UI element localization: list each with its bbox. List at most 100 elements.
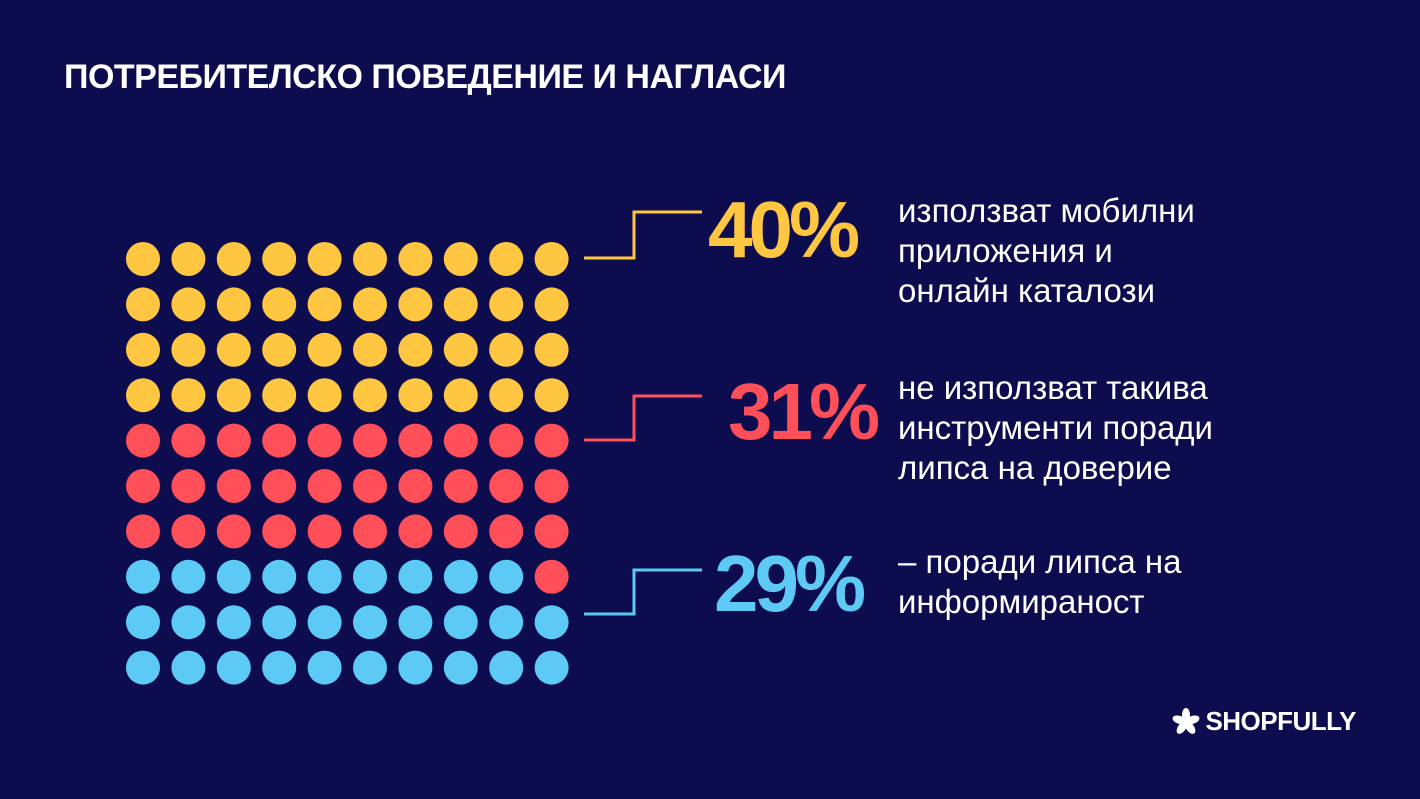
waffle-dot bbox=[307, 559, 342, 594]
waffle-dot bbox=[534, 559, 569, 594]
brand-logo: SHOPFULLY bbox=[1171, 706, 1356, 737]
waffle-dot bbox=[171, 469, 206, 503]
waffle-dot bbox=[216, 423, 251, 458]
waffle-dot bbox=[489, 423, 524, 458]
waffle-dot bbox=[353, 332, 387, 367]
waffle-dot bbox=[353, 559, 387, 594]
waffle-dot bbox=[489, 242, 524, 276]
waffle-dot bbox=[398, 242, 433, 276]
waffle-dot bbox=[307, 605, 342, 640]
waffle-dot bbox=[307, 378, 342, 413]
waffle-dot bbox=[126, 287, 160, 322]
waffle-dot bbox=[171, 287, 206, 322]
waffle-dot bbox=[489, 469, 524, 503]
waffle-dot bbox=[398, 605, 433, 640]
waffle-dot bbox=[353, 514, 387, 549]
description-line: приложения и bbox=[898, 232, 1113, 269]
page-title: ПОТРЕБИТЕЛСКО ПОВЕДЕНИЕ И НАГЛАСИ bbox=[64, 58, 787, 96]
waffle-dot bbox=[262, 469, 297, 503]
waffle-dot bbox=[262, 332, 297, 367]
percentage-label-no-info: 29% bbox=[714, 539, 866, 628]
waffle-dot bbox=[216, 559, 251, 594]
waffle-dot bbox=[443, 514, 478, 549]
description-line: използват мобилни bbox=[898, 192, 1195, 229]
waffle-dot bbox=[126, 423, 160, 458]
waffle-dot bbox=[534, 242, 569, 276]
waffle-dot bbox=[398, 469, 433, 503]
waffle-dot bbox=[398, 423, 433, 458]
waffle-dot bbox=[171, 378, 206, 413]
waffle-dot bbox=[443, 469, 478, 503]
waffle-dot bbox=[534, 514, 569, 549]
waffle-dot bbox=[489, 287, 524, 322]
waffle-dot bbox=[171, 605, 206, 640]
waffle-dot bbox=[443, 650, 478, 685]
waffle-dot bbox=[126, 378, 160, 413]
waffle-dot bbox=[307, 242, 342, 276]
waffle-dot bbox=[126, 605, 160, 640]
waffle-dot bbox=[534, 650, 569, 685]
waffle-dot bbox=[489, 378, 524, 413]
waffle-dot bbox=[443, 332, 478, 367]
waffle-dot bbox=[353, 242, 387, 276]
description-no-trust: не използват такива инструменти поради л… bbox=[898, 368, 1213, 488]
waffle-dot bbox=[353, 605, 387, 640]
description-line: онлайн каталози bbox=[898, 272, 1156, 309]
waffle-dot bbox=[216, 242, 251, 276]
waffle-dot bbox=[353, 469, 387, 503]
waffle-dot bbox=[443, 242, 478, 276]
percentage-label-mobile-apps: 40% bbox=[708, 185, 860, 274]
waffle-dot bbox=[443, 423, 478, 458]
waffle-dot bbox=[489, 605, 524, 640]
waffle-dot bbox=[171, 514, 206, 549]
waffle-dot bbox=[534, 332, 569, 367]
waffle-dot bbox=[398, 287, 433, 322]
waffle-dot bbox=[307, 514, 342, 549]
waffle-dot bbox=[534, 605, 569, 640]
asterisk-logo-icon bbox=[1173, 707, 1200, 734]
waffle-dot bbox=[262, 605, 297, 640]
waffle-dot bbox=[353, 287, 387, 322]
waffle-dot bbox=[126, 242, 160, 276]
waffle-dot bbox=[262, 514, 297, 549]
waffle-dot bbox=[171, 650, 206, 685]
waffle-dot bbox=[307, 287, 342, 322]
waffle-dot bbox=[443, 287, 478, 322]
connector-line bbox=[584, 210, 702, 260]
waffle-dot bbox=[126, 514, 160, 549]
connector-line bbox=[584, 394, 702, 442]
waffle-dot bbox=[307, 332, 342, 367]
waffle-dot bbox=[489, 559, 524, 594]
waffle-dot bbox=[489, 514, 524, 549]
waffle-dot bbox=[126, 650, 160, 685]
description-line: липса на доверие bbox=[898, 449, 1172, 486]
waffle-dot bbox=[353, 423, 387, 458]
description-mobile-apps: използват мобилни приложения и онлайн ка… bbox=[898, 191, 1195, 311]
waffle-dot bbox=[126, 332, 160, 367]
waffle-dot bbox=[262, 559, 297, 594]
waffle-dot bbox=[171, 332, 206, 367]
waffle-dot bbox=[398, 650, 433, 685]
waffle-dot bbox=[353, 650, 387, 685]
description-line: – поради липса на bbox=[898, 543, 1182, 580]
waffle-dot bbox=[534, 423, 569, 458]
waffle-dot bbox=[216, 469, 251, 503]
waffle-dot bbox=[262, 423, 297, 458]
waffle-dot bbox=[534, 287, 569, 322]
waffle-dot bbox=[216, 605, 251, 640]
waffle-dot bbox=[307, 650, 342, 685]
description-line: инструменти поради bbox=[898, 409, 1213, 446]
waffle-dot bbox=[171, 423, 206, 458]
waffle-dot bbox=[126, 469, 160, 503]
waffle-dot bbox=[443, 559, 478, 594]
waffle-dot bbox=[534, 378, 569, 413]
percentage-label-no-trust: 31% bbox=[728, 367, 880, 456]
waffle-dot bbox=[216, 332, 251, 367]
waffle-dot bbox=[398, 332, 433, 367]
waffle-dot bbox=[398, 378, 433, 413]
waffle-dot bbox=[398, 514, 433, 549]
waffle-dot bbox=[353, 378, 387, 413]
waffle-dot bbox=[489, 332, 524, 367]
waffle-dot bbox=[171, 559, 206, 594]
